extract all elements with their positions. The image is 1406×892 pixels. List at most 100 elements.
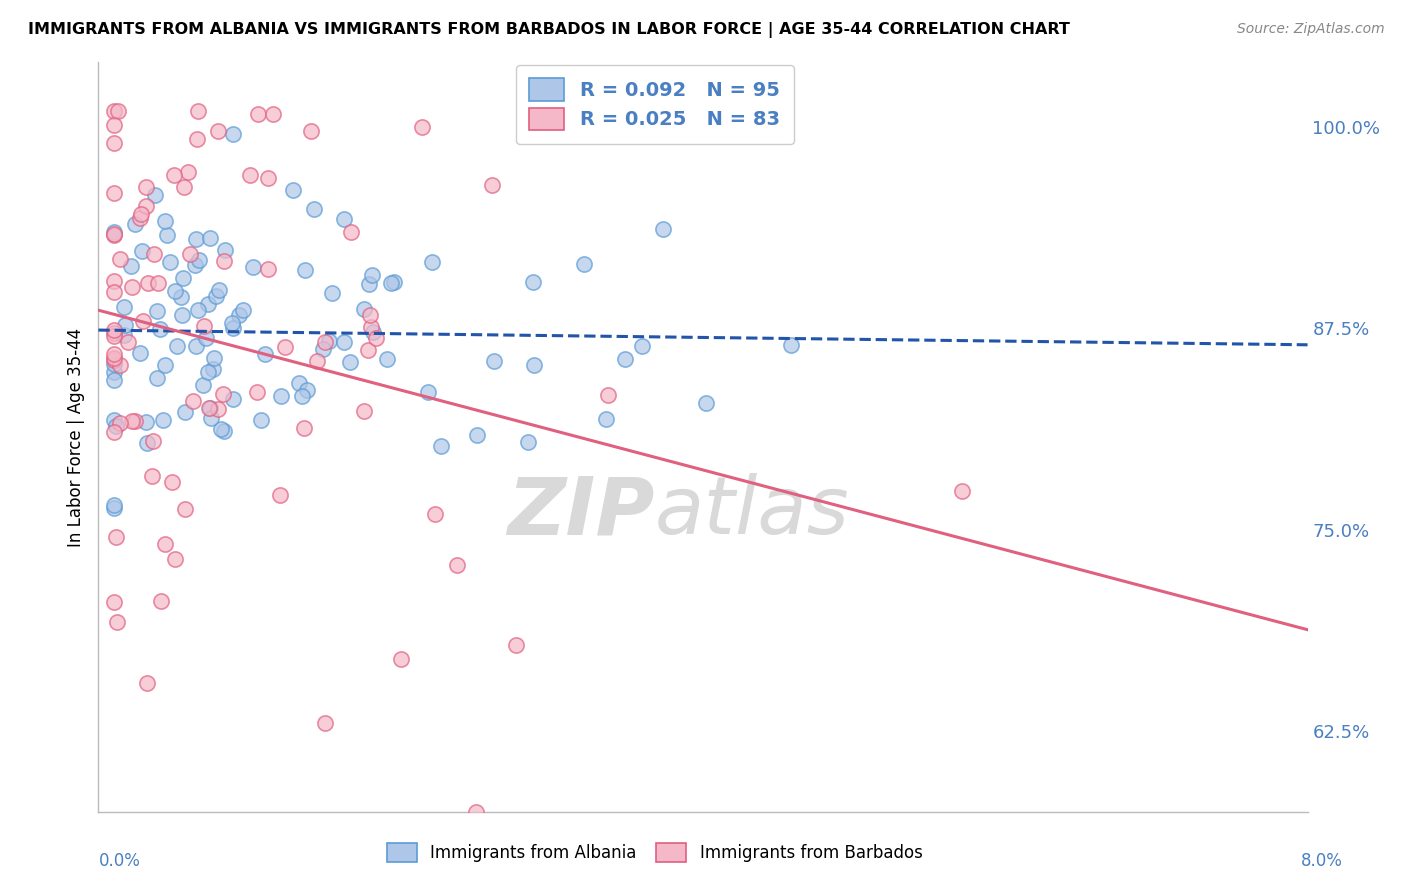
Point	[198, 401, 221, 415]
Point	[170, 290, 193, 304]
Point	[200, 411, 222, 425]
Point	[595, 412, 617, 426]
Point	[103, 425, 125, 439]
Point	[288, 376, 311, 391]
Point	[150, 594, 173, 608]
Point	[195, 331, 218, 345]
Point	[131, 244, 153, 258]
Point	[340, 225, 363, 239]
Point	[446, 558, 468, 572]
Point	[172, 308, 194, 322]
Point	[174, 502, 197, 516]
Point	[143, 247, 166, 261]
Point	[142, 434, 165, 449]
Point	[332, 335, 354, 350]
Point	[208, 284, 231, 298]
Point	[166, 338, 188, 352]
Point	[359, 308, 381, 322]
Point	[153, 537, 176, 551]
Point	[360, 320, 382, 334]
Point	[779, 338, 801, 352]
Point	[129, 207, 152, 221]
Point	[651, 222, 673, 236]
Point	[103, 228, 125, 243]
Point	[212, 424, 235, 438]
Point	[103, 351, 125, 365]
Point	[311, 343, 333, 357]
Point	[299, 124, 322, 138]
Text: IMMIGRANTS FROM ALBANIA VS IMMIGRANTS FROM BARBADOS IN LABOR FORCE | AGE 35-44 C: IMMIGRANTS FROM ALBANIA VS IMMIGRANTS FR…	[28, 22, 1070, 38]
Point	[200, 231, 222, 245]
Point	[193, 318, 215, 333]
Point	[353, 404, 375, 418]
Point	[522, 275, 544, 289]
Point	[281, 183, 304, 197]
Point	[246, 107, 269, 121]
Point	[221, 316, 243, 330]
Text: 0.0%: 0.0%	[98, 852, 141, 870]
Point	[124, 217, 146, 231]
Point	[120, 259, 142, 273]
Point	[314, 334, 336, 349]
Point	[292, 421, 315, 435]
Point	[135, 180, 157, 194]
Point	[103, 103, 125, 118]
Point	[172, 270, 194, 285]
Point	[128, 211, 150, 225]
Point	[418, 385, 440, 400]
Point	[159, 255, 181, 269]
Point	[375, 351, 398, 366]
Point	[596, 387, 619, 401]
Point	[107, 103, 129, 118]
Point	[103, 373, 125, 387]
Legend: Immigrants from Albania, Immigrants from Barbados: Immigrants from Albania, Immigrants from…	[378, 835, 931, 871]
Point	[136, 276, 159, 290]
Point	[314, 716, 336, 731]
Point	[187, 103, 209, 118]
Point	[184, 232, 207, 246]
Point	[103, 352, 125, 367]
Point	[155, 214, 177, 228]
Point	[177, 165, 200, 179]
Point	[104, 418, 127, 433]
Point	[207, 124, 229, 138]
Point	[246, 384, 269, 399]
Point	[110, 252, 132, 266]
Point	[103, 119, 125, 133]
Point	[108, 417, 131, 431]
Point	[517, 434, 540, 449]
Point	[631, 339, 654, 353]
Point	[262, 107, 284, 121]
Point	[333, 212, 356, 227]
Point	[163, 284, 186, 298]
Point	[136, 436, 159, 450]
Point	[613, 351, 636, 366]
Point	[294, 262, 316, 277]
Point	[104, 530, 127, 544]
Point	[207, 401, 229, 416]
Point	[269, 488, 291, 502]
Point	[695, 396, 717, 410]
Point	[950, 483, 973, 498]
Point	[357, 277, 380, 291]
Point	[179, 247, 201, 261]
Point	[484, 354, 506, 368]
Point	[253, 347, 276, 361]
Point	[165, 552, 187, 566]
Point	[232, 302, 254, 317]
Point	[103, 225, 125, 239]
Point	[103, 329, 125, 343]
Point	[209, 422, 232, 436]
Point	[239, 168, 262, 182]
Point	[174, 405, 197, 419]
Point	[295, 383, 318, 397]
Point	[155, 358, 177, 372]
Point	[152, 413, 174, 427]
Point	[121, 280, 143, 294]
Text: atlas: atlas	[655, 473, 849, 551]
Point	[360, 268, 382, 283]
Point	[146, 276, 169, 290]
Point	[156, 228, 179, 243]
Point	[103, 326, 125, 341]
Point	[202, 351, 225, 366]
